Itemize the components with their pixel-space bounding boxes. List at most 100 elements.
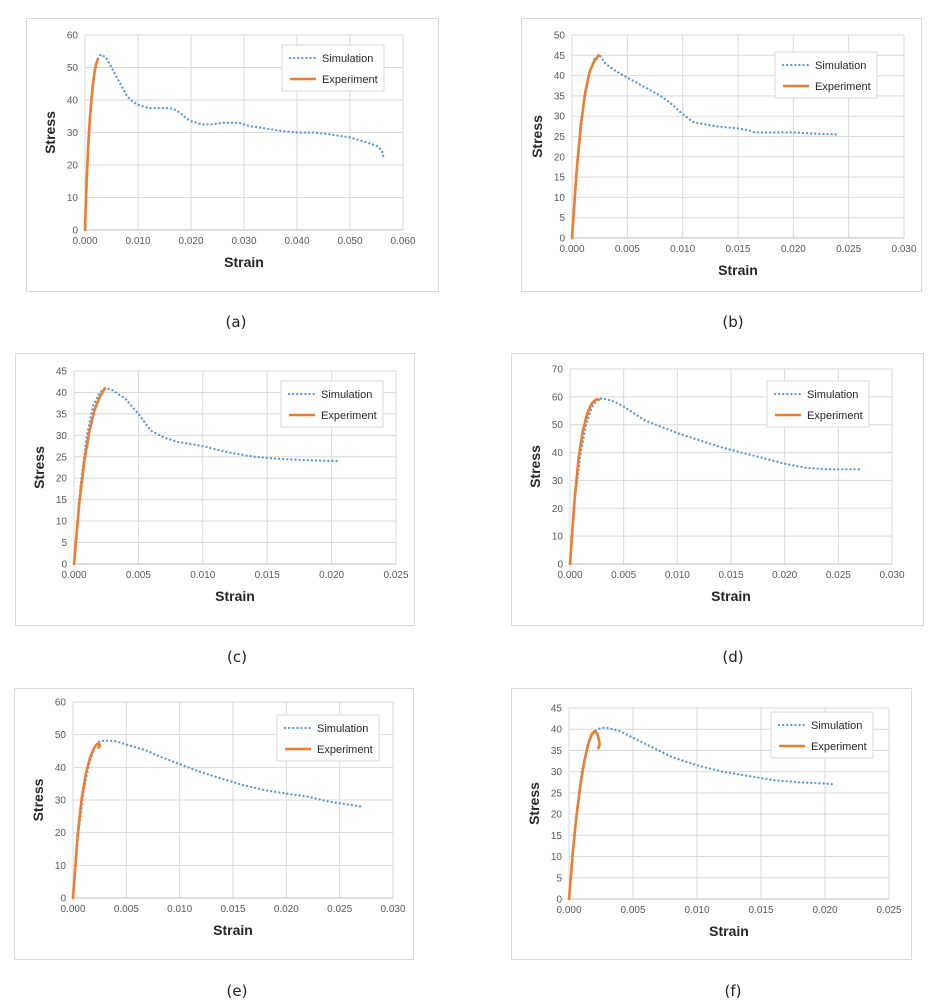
y-tick-label: 45 — [56, 367, 68, 378]
y-axis-title: Stress — [31, 446, 47, 489]
x-axis-title: Strain — [711, 588, 751, 604]
simulation-series-line — [71, 739, 363, 900]
x-tick-label: 0.020 — [319, 570, 344, 581]
x-tick-label: 0.025 — [876, 905, 901, 916]
x-tick-label: 0.020 — [274, 904, 299, 915]
y-tick-label: 50 — [554, 31, 566, 42]
chart-d: 0.000 0.005 0.010 0.015 0.020 0.025 0.030 0 10 20… — [527, 365, 905, 605]
y-tick-label: 20 — [67, 161, 79, 172]
caption-f: (f) — [724, 982, 742, 1000]
y-tick-label: 30 — [551, 767, 563, 778]
x-tick-label: 0.000 — [61, 570, 86, 581]
x-tick-label: 0.005 — [615, 244, 640, 255]
y-tick-label: 20 — [551, 810, 563, 821]
chart-panel-a: 0.000 0.010 0.020 0.030 0.040 0.050 0.060 0 10 20… — [26, 18, 439, 292]
x-tick-label: 0.005 — [126, 570, 151, 581]
x-tick-label: 0.030 — [891, 244, 916, 255]
caption-e: (e) — [226, 982, 248, 1000]
y-tick-label: 45 — [551, 704, 563, 715]
x-tick-label: 0.005 — [114, 904, 139, 915]
legend: Simulation Experiment — [770, 711, 874, 759]
x-tick-label: 0.015 — [255, 570, 280, 581]
y-tick-label: 5 — [556, 873, 562, 884]
y-tick-label: 40 — [56, 388, 68, 399]
y-tick-label: 35 — [56, 409, 68, 420]
chart-c: 0.000 0.005 0.010 0.015 0.020 0.025 0 5 10 15 20 25… — [31, 367, 409, 605]
legend-simulation-label: Simulation — [815, 60, 866, 72]
chart-f: 0.000 0.005 0.010 0.015 0.020 0.025 0 5 10 15 20 25… — [526, 704, 902, 940]
y-tick-label: 60 — [55, 698, 67, 709]
y-tick-label: 10 — [67, 193, 79, 204]
caption-b: (b) — [722, 313, 744, 331]
x-tick-label: 0.000 — [559, 244, 584, 255]
legend-simulation-label: Simulation — [807, 389, 858, 401]
chart-b: 0.000 0.005 0.010 0.015 0.020 0.025 0.030 0 5 10 1… — [529, 31, 917, 279]
y-axis-title: Stress — [42, 111, 58, 154]
y-tick-label: 50 — [67, 63, 79, 74]
x-tick-label: 0.005 — [620, 905, 645, 916]
x-tick-label: 0.050 — [337, 236, 362, 247]
y-tick-label: 20 — [554, 152, 566, 163]
legend: Simulation Experiment — [281, 44, 385, 92]
y-tick-label: 0 — [60, 894, 66, 905]
y-tick-label: 50 — [55, 730, 67, 741]
x-tick-label: 0.040 — [284, 236, 309, 247]
x-tick-label: 0.015 — [718, 570, 743, 581]
x-tick-label: 0.060 — [390, 236, 415, 247]
y-axis-title: Stress — [30, 778, 46, 821]
chart-panel-b: 0.000 0.005 0.010 0.015 0.020 0.025 0.030 0 5 10 1… — [521, 18, 922, 292]
x-tick-label: 0.025 — [826, 570, 851, 581]
legend-simulation-label: Simulation — [321, 389, 372, 401]
legend-experiment-label: Experiment — [321, 410, 377, 422]
y-tick-label: 30 — [554, 112, 566, 123]
y-tick-label: 40 — [551, 725, 563, 736]
y-tick-label: 0 — [61, 560, 67, 571]
legend-box — [766, 380, 870, 428]
y-tick-label: 20 — [552, 504, 564, 515]
y-axis-title: Stress — [526, 782, 542, 825]
x-axis-title: Strain — [718, 262, 758, 278]
legend-box — [280, 380, 384, 428]
caption-c: (c) — [227, 648, 247, 666]
y-tick-label: 0 — [556, 895, 562, 906]
legend: Simulation Experiment — [766, 380, 870, 428]
y-tick-label: 0 — [559, 234, 565, 245]
y-tick-label: 40 — [554, 71, 566, 82]
legend: Simulation Experiment — [276, 714, 380, 762]
legend-experiment-label: Experiment — [317, 744, 373, 756]
legend-experiment-label: Experiment — [815, 81, 871, 93]
legend-simulation-label: Simulation — [322, 53, 373, 65]
x-tick-label: 0.030 — [380, 904, 405, 915]
y-axis-title: Stress — [527, 445, 543, 488]
caption-d: (d) — [722, 648, 744, 666]
x-tick-label: 0.010 — [665, 570, 690, 581]
y-tick-label: 30 — [67, 128, 79, 139]
simulation-series-line — [72, 387, 340, 566]
x-axis-title: Strain — [709, 923, 749, 939]
x-tick-label: 0.030 — [879, 570, 904, 581]
legend-simulation-label: Simulation — [317, 723, 368, 735]
legend: Simulation Experiment — [280, 380, 384, 428]
y-tick-label: 10 — [551, 852, 563, 863]
x-tick-label: 0.015 — [748, 905, 773, 916]
y-tick-label: 0 — [557, 560, 563, 571]
x-tick-label: 0.000 — [60, 904, 85, 915]
y-tick-label: 30 — [55, 796, 67, 807]
experiment-series-line — [83, 58, 99, 232]
caption-a: (a) — [225, 313, 247, 331]
y-tick-label: 15 — [554, 173, 566, 184]
y-tick-label: 20 — [55, 828, 67, 839]
y-tick-label: 40 — [55, 763, 67, 774]
y-tick-label: 10 — [56, 517, 68, 528]
chart-panel-e: 0.000 0.005 0.010 0.015 0.020 0.025 0.030 0 10 20… — [14, 688, 414, 960]
experiment-series-line — [568, 398, 601, 566]
x-tick-label: 0.000 — [556, 905, 581, 916]
x-tick-label: 0.010 — [167, 904, 192, 915]
x-tick-label: 0.000 — [72, 236, 97, 247]
chart-a: 0.000 0.010 0.020 0.030 0.040 0.050 0.060 0 10 20… — [42, 31, 416, 271]
x-tick-label: 0.025 — [327, 904, 352, 915]
experiment-series-line — [567, 729, 601, 901]
y-tick-label: 35 — [554, 91, 566, 102]
y-tick-label: 30 — [56, 431, 68, 442]
y-tick-label: 35 — [551, 746, 563, 757]
